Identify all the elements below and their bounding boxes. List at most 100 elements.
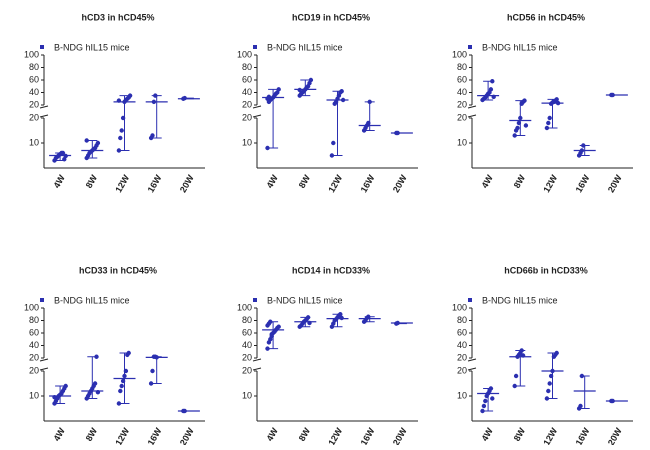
- axis-break: [39, 105, 49, 109]
- legend-marker: [468, 45, 472, 49]
- data-point: [308, 77, 314, 83]
- y-tick-label: 10: [29, 137, 39, 147]
- data-point: [122, 373, 127, 379]
- panel: hCD19 in hCD45% B-NDG hIL15 mice 20 40 60 80 1…: [237, 12, 418, 194]
- panel: hCD14 in hCD33% B-NDG hIL15 mice 20 40 60 80 1…: [237, 265, 418, 447]
- x-tick-label: 16W: [574, 173, 592, 194]
- x-tick-label: 16W: [146, 173, 164, 194]
- data-point: [116, 401, 122, 406]
- data-point: [305, 315, 311, 320]
- axis-break: [252, 114, 262, 118]
- data-point: [63, 153, 68, 159]
- y-tick-label: 10: [29, 390, 39, 400]
- data-point: [547, 381, 552, 386]
- x-tick-label: 12W: [541, 426, 559, 445]
- data-point: [123, 368, 129, 374]
- x-tick-label: 4W: [479, 426, 495, 443]
- y-tick-label: 100: [24, 49, 39, 59]
- panel: hCD33 in hCD45% B-NDG hIL15 mice 20 40 60 80 1…: [24, 265, 205, 447]
- data-point: [266, 94, 272, 100]
- data-point: [84, 138, 89, 143]
- y-tick-label: 60: [29, 327, 39, 337]
- data-point: [481, 403, 487, 409]
- data-point: [265, 346, 270, 351]
- y-tick-label: 40: [29, 340, 39, 350]
- chart-title: hCD66b in hCD33%: [504, 265, 588, 275]
- y-tick-label: 10: [457, 137, 467, 147]
- data-point: [119, 383, 124, 389]
- data-point: [339, 89, 344, 94]
- data-point: [367, 99, 372, 105]
- axis-break: [252, 367, 262, 371]
- data-point: [150, 133, 155, 138]
- data-point: [366, 120, 371, 126]
- data-point: [395, 320, 400, 326]
- chart-title: hCD56 in hCD45%: [507, 12, 585, 22]
- x-tick-label: 20W: [178, 426, 196, 445]
- data-point: [340, 97, 346, 103]
- y-tick-label: 80: [29, 62, 39, 72]
- data-point: [331, 140, 336, 146]
- y-tick-label: 40: [457, 87, 467, 97]
- data-point: [488, 87, 494, 92]
- legend-marker: [253, 45, 257, 49]
- data-point: [95, 390, 101, 395]
- axis-break: [467, 358, 477, 362]
- legend-marker: [40, 45, 44, 49]
- axis-break: [252, 105, 262, 109]
- y-tick-label: 60: [242, 327, 252, 337]
- x-tick-label: 16W: [146, 426, 164, 445]
- chart-title: hCD19 in hCD45%: [292, 12, 370, 22]
- data-point: [120, 378, 126, 384]
- x-tick-label: 8W: [512, 173, 528, 190]
- x-tick-label: 4W: [264, 426, 280, 443]
- x-tick-label: 20W: [606, 173, 624, 194]
- x-tick-label: 12W: [326, 426, 344, 445]
- data-point: [518, 115, 523, 121]
- y-tick-label: 100: [237, 49, 252, 59]
- data-point: [544, 396, 550, 401]
- y-tick-label: 80: [242, 315, 252, 325]
- data-point: [610, 398, 615, 404]
- y-tick-label: 80: [457, 315, 467, 325]
- data-point: [182, 95, 187, 101]
- data-point: [151, 99, 157, 105]
- y-tick-label: 60: [29, 74, 39, 84]
- x-tick-label: 20W: [391, 426, 409, 445]
- data-point: [544, 125, 550, 131]
- data-point: [276, 324, 281, 329]
- y-tick-label: 20: [242, 112, 252, 122]
- panel: hCD56 in hCD45% B-NDG hIL15 mice 20 40 60 80 1…: [452, 12, 633, 194]
- x-tick-label: 8W: [512, 426, 528, 443]
- y-tick-label: 10: [242, 137, 252, 147]
- chart-title: hCD14 in hCD33%: [292, 265, 370, 275]
- y-tick-label: 100: [24, 302, 39, 312]
- data-point: [523, 123, 529, 128]
- x-tick-label: 16W: [574, 426, 592, 445]
- x-tick-label: 20W: [606, 426, 624, 445]
- data-point: [118, 135, 123, 141]
- data-point: [554, 350, 559, 356]
- legend-label: B-NDG hIL15 mice: [54, 295, 130, 305]
- data-point: [395, 130, 400, 136]
- data-point: [150, 368, 155, 374]
- x-tick-label: 12W: [326, 173, 344, 194]
- data-point: [126, 350, 131, 356]
- data-point: [488, 386, 494, 391]
- data-point: [182, 408, 187, 414]
- data-point: [94, 354, 99, 359]
- x-tick-label: 12W: [113, 173, 131, 194]
- data-point: [546, 120, 551, 126]
- data-point: [520, 353, 526, 358]
- x-tick-label: 20W: [178, 173, 196, 194]
- y-tick-label: 80: [29, 315, 39, 325]
- axis-break: [467, 105, 477, 109]
- data-point: [610, 92, 615, 98]
- y-tick-label: 40: [242, 340, 252, 350]
- data-point: [118, 388, 123, 394]
- data-point: [297, 87, 302, 93]
- y-tick-label: 40: [29, 87, 39, 97]
- data-point: [579, 148, 585, 153]
- data-point: [329, 153, 335, 158]
- y-tick-label: 20: [29, 99, 39, 109]
